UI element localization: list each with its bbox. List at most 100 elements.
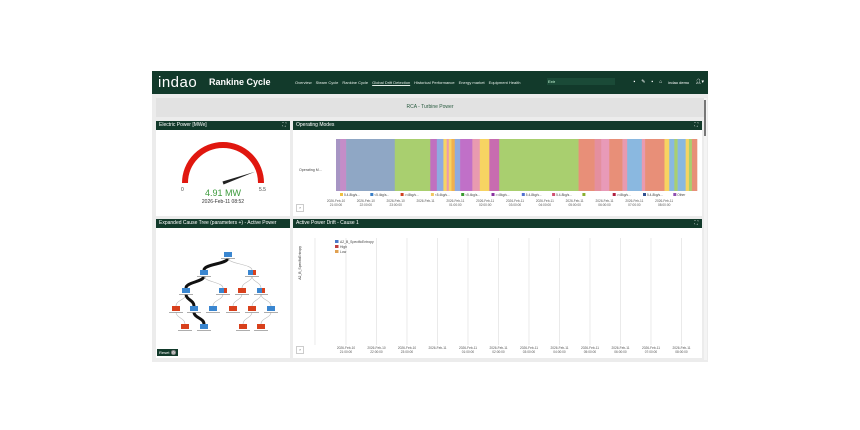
fullscreen-icon[interactable]: ⛶ xyxy=(694,220,698,226)
nav-equipment-health[interactable]: Equipment Health xyxy=(488,80,521,85)
node-bar xyxy=(262,288,265,293)
x-tick-label: 22:00:00 xyxy=(370,350,383,354)
tree-node[interactable] xyxy=(245,306,259,313)
home-icon[interactable]: ⌂ xyxy=(659,79,663,85)
x-tick-label: 2026-Feb-11 xyxy=(446,199,464,203)
tree-edge xyxy=(184,293,196,307)
mode-segment xyxy=(645,139,665,191)
scrollbar[interactable] xyxy=(704,98,707,360)
tree-edge xyxy=(227,257,253,271)
logo[interactable]: indao xyxy=(158,74,198,91)
settings-icon[interactable]: ▪ xyxy=(651,79,654,85)
tree-node[interactable] xyxy=(254,324,268,331)
x-tick-label: 21:00:00 xyxy=(330,203,343,207)
legend-label: >=8kg/s... xyxy=(617,193,631,197)
nav-rankine-cycle[interactable]: Rankine Cycle xyxy=(342,80,369,85)
tree-node[interactable] xyxy=(254,288,268,295)
mode-segment xyxy=(691,139,698,191)
reset-button[interactable]: Reset ⚙ xyxy=(157,349,179,356)
panel-title: Electric Power [MWe] xyxy=(159,122,207,128)
legend-swatch xyxy=(521,193,525,196)
node-bar xyxy=(182,288,190,293)
app-title: Rankine Cycle xyxy=(209,77,271,87)
node-bar xyxy=(224,288,227,293)
gauge-panel: Electric Power [MWe] ⛶ 0 5.5 4.91 MW 2026… xyxy=(156,121,290,216)
tree-node[interactable] xyxy=(197,270,211,277)
mode-segment xyxy=(346,139,396,191)
tree-node[interactable] xyxy=(226,306,240,313)
drift-chart: A2_B_SpecificEntropy 2026-Feb-1021:00:00… xyxy=(298,238,691,354)
app-window: indao Rankine Cycle Overview Steam Cycle… xyxy=(152,71,708,362)
edit-icon[interactable]: ✎ xyxy=(641,79,646,85)
y-axis-label: A2_B_SpecificEntropy xyxy=(298,246,302,280)
node-bar xyxy=(190,306,198,311)
nav-energy-market[interactable]: Energy market xyxy=(458,80,485,85)
fullscreen-icon[interactable]: ⛶ xyxy=(282,122,286,128)
x-tick-label: 2026-Feb-11 xyxy=(476,199,494,203)
mode-segment xyxy=(627,139,643,191)
tree-node[interactable] xyxy=(169,306,183,313)
tree-node[interactable] xyxy=(245,270,259,277)
fullscreen-icon[interactable]: ⛶ xyxy=(694,122,698,128)
tree-edge xyxy=(184,275,206,289)
tree-node[interactable] xyxy=(216,288,230,295)
tree-edge xyxy=(175,311,186,325)
user-name[interactable]: indao demo xyxy=(668,79,690,85)
mode-segment xyxy=(448,139,452,191)
mode-segment xyxy=(446,139,450,191)
nav-overview[interactable]: Overview xyxy=(295,80,312,85)
legend-label: A2_B_SpecificEntropy xyxy=(340,240,374,244)
x-tick-label: 2026-Feb-11 xyxy=(596,199,614,203)
tree-node[interactable] xyxy=(264,306,278,313)
tree-node[interactable] xyxy=(236,324,250,331)
mode-segment xyxy=(664,139,670,191)
nav-global-drift-detection[interactable]: Global Drift Detection xyxy=(372,80,411,85)
gauge: 0 5.5 4.91 MW 2026-Feb-11 08:52 xyxy=(181,142,266,205)
operating-modes-panel: Operating Modes ⛶ Operating M... 5.4-8kg/… xyxy=(293,121,702,216)
user-icon[interactable]: 👤︎▾ xyxy=(695,79,704,85)
tree-edge xyxy=(251,293,262,307)
x-tick-label: 22:00:00 xyxy=(360,203,373,207)
tree-node[interactable] xyxy=(235,288,249,295)
tree-node[interactable] xyxy=(179,288,193,295)
tree-node[interactable] xyxy=(187,306,201,313)
nav-menu: Overview Steam Cycle Rankine Cycle Globa… xyxy=(295,80,520,85)
mode-segment xyxy=(674,139,678,191)
tree-node[interactable] xyxy=(197,324,211,331)
x-tick-label: 23:00:00 xyxy=(389,203,402,207)
legend-swatch xyxy=(461,193,465,196)
x-tick-label: 2026-Feb-11 xyxy=(459,346,477,350)
nav-search-input[interactable]: Extr xyxy=(547,78,615,85)
scrollbar-thumb[interactable] xyxy=(704,100,706,136)
legend-swatch xyxy=(335,245,339,248)
gauge-needle xyxy=(222,171,256,185)
tree-edge xyxy=(202,257,230,271)
drift-panel: Active Power Drift - Cause 1 ⛶ A2_B_Speci… xyxy=(293,219,702,358)
x-tick-label: 2026-Feb-10 xyxy=(357,199,375,203)
document-icon[interactable]: ▪ xyxy=(633,79,636,85)
nav-steam-cycle[interactable]: Steam Cycle xyxy=(315,80,339,85)
x-tick-label: 04:00:00 xyxy=(553,350,566,354)
nav-historical-performance[interactable]: Historical Performance xyxy=(414,80,455,85)
x-tick-label: 2026-Feb-10 xyxy=(367,346,385,350)
tree-node[interactable] xyxy=(221,252,235,259)
legend-label: <5.4kg/s... xyxy=(465,193,480,197)
gauge-max: 5.5 xyxy=(259,187,266,193)
tree-node[interactable] xyxy=(178,324,192,331)
tree-edge xyxy=(251,275,262,289)
tree-edge xyxy=(212,293,224,307)
tree-edge xyxy=(260,311,272,325)
x-tick-label: 05:00:00 xyxy=(584,350,597,354)
gear-icon: ⚙ xyxy=(170,350,177,355)
expand-button[interactable]: › xyxy=(296,346,304,354)
gauge-value: 4.91 MW xyxy=(205,188,242,198)
mode-segment xyxy=(609,139,623,191)
x-tick-label: 2026-Feb-11 xyxy=(520,346,538,350)
x-tick-label: 2026-Feb-10 xyxy=(337,346,355,350)
tree-node[interactable] xyxy=(206,306,220,313)
x-tick-label: 2026-Feb-11 xyxy=(489,346,507,350)
expand-button[interactable]: › xyxy=(296,204,304,212)
tree-edge xyxy=(232,293,243,307)
mode-segment xyxy=(394,139,431,191)
x-tick-label: 07:00:00 xyxy=(645,350,658,354)
